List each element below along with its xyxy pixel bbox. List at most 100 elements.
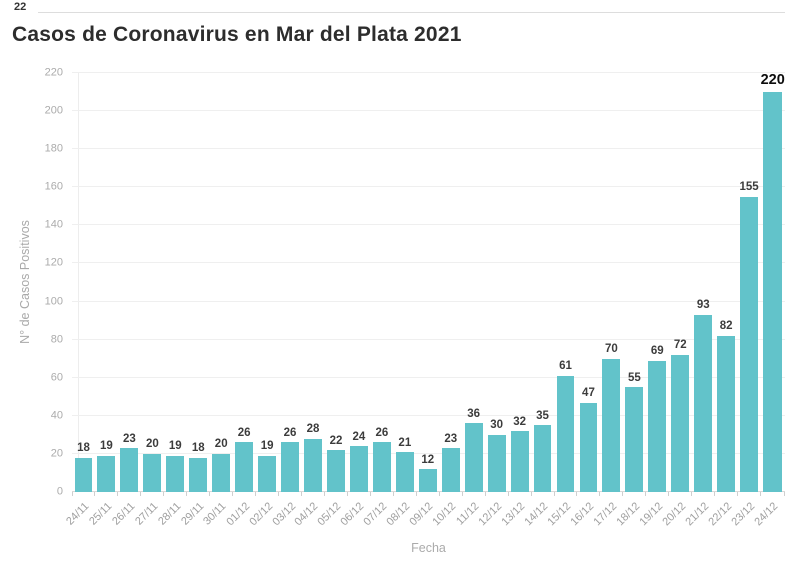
bar-slot: 69 19/12: [637, 73, 670, 528]
bar: [418, 469, 437, 492]
chart-title: Casos de Coronavirus en Mar del Plata 20…: [12, 23, 462, 46]
x-tick-label: 19/12: [637, 500, 666, 529]
x-tick-label: 24/11: [63, 500, 92, 528]
y-tick-label: 20: [50, 447, 63, 460]
bar: [602, 358, 621, 492]
bar: [258, 455, 277, 492]
x-tick-label: 22/12: [705, 500, 734, 529]
bar: [166, 455, 185, 492]
x-tick-label: 23/12: [728, 500, 757, 529]
bar: [717, 335, 736, 492]
bar: [487, 434, 506, 492]
bar-value-label: 61: [559, 360, 572, 373]
bar-slot: 24 06/12: [339, 73, 371, 528]
y-tick-label: 140: [44, 218, 63, 231]
bar-value-label: 220: [760, 72, 785, 88]
gridline: [72, 186, 785, 188]
bar-slot: 72 20/12: [660, 73, 693, 528]
bar: [395, 452, 414, 492]
bar: [212, 453, 231, 492]
bar-slot: 82 22/12: [706, 73, 739, 528]
top-left-number: 22: [14, 1, 27, 13]
bar: [143, 453, 162, 492]
x-axis-tick: [186, 492, 188, 496]
plot-area: 18 24/11 19 25/11 23 26/11 20 27/11 19 28/11 18 29/…: [45, 67, 786, 528]
bar-value-label: 22: [329, 434, 343, 447]
bars-layer: 18 24/11 19 25/11 23 26/11 20 27/11 19 28/11 18 29/…: [64, 72, 786, 528]
bar-slot: 22 05/12: [316, 73, 348, 528]
x-tick-label: 02/12: [246, 500, 275, 529]
x-axis-tick: [691, 492, 693, 496]
bar-slot: 93 21/12: [683, 73, 716, 528]
x-tick-label: 26/11: [109, 500, 138, 528]
x-tick-label: 03/12: [269, 500, 298, 529]
x-tick-label: 29/11: [178, 500, 207, 528]
x-axis-label: Fecha: [411, 541, 446, 555]
x-tick-label: 01/12: [223, 500, 252, 529]
bar-value-label: 19: [260, 440, 274, 453]
x-axis-tick: [645, 492, 647, 496]
bar: [556, 375, 575, 492]
bar-slot: 28 04/12: [293, 73, 325, 528]
y-tick-label: 60: [50, 371, 63, 384]
bar: [235, 442, 254, 492]
x-tick-label: 16/12: [568, 500, 597, 529]
x-axis-tick: [71, 492, 73, 496]
x-tick-label: 21/12: [683, 500, 711, 529]
bar-slot: 47 16/12: [568, 73, 601, 528]
top-divider-line: [38, 12, 785, 13]
bar-value-label: 69: [650, 345, 664, 358]
x-axis-tick: [369, 492, 371, 496]
x-axis-tick: [278, 492, 280, 496]
x-tick-label: 25/11: [86, 500, 115, 528]
bar-slot: 70 17/12: [591, 73, 624, 528]
x-axis-tick: [163, 492, 165, 496]
bar-value-label: 24: [352, 430, 366, 443]
bar: [349, 446, 368, 492]
bar: [97, 455, 116, 492]
y-tick-label: 160: [44, 180, 63, 193]
bar: [671, 354, 690, 492]
bar-value-label: 23: [122, 432, 136, 445]
gridline: [72, 414, 785, 416]
x-tick-label: 27/11: [132, 500, 161, 528]
x-axis-tick: [140, 492, 142, 496]
x-axis-tick: [461, 492, 463, 496]
x-tick-label: 09/12: [407, 500, 436, 529]
bar-slot: 18 24/11: [64, 73, 96, 528]
bar-slot: 19 28/11: [156, 73, 188, 528]
bar-slot: 20 27/11: [133, 73, 165, 528]
bar-slot: 19 25/11: [87, 73, 119, 528]
x-tick-label: 30/11: [201, 500, 229, 528]
bar-value-label: 32: [513, 415, 526, 428]
x-axis-tick: [323, 492, 325, 496]
x-axis-tick: [760, 492, 762, 496]
x-axis-tick: [784, 492, 786, 496]
x-axis-tick: [622, 492, 624, 496]
bar-slot: 19 02/12: [247, 73, 280, 528]
gridline: [72, 300, 785, 302]
x-axis-tick: [209, 492, 211, 496]
x-tick-label: 05/12: [315, 500, 344, 529]
x-tick-label: 10/12: [430, 500, 459, 529]
gridline: [72, 376, 785, 378]
bar-slot: 26 07/12: [362, 73, 394, 528]
x-tick-label: 11/12: [454, 500, 482, 528]
x-tick-label: 28/11: [155, 500, 184, 528]
bar-value-label: 70: [605, 343, 618, 356]
bar-value-label: 26: [237, 426, 251, 439]
gridline: [72, 72, 785, 73]
bar-value-label: 19: [100, 440, 113, 453]
bar-value-label: 35: [536, 409, 549, 422]
bar-slot: 155 23/12: [729, 73, 762, 528]
x-axis-tick: [392, 492, 394, 496]
bar-slot: 36 11/12: [454, 73, 486, 528]
gridline: [72, 262, 785, 264]
bar-value-label: 155: [739, 181, 759, 194]
x-tick-label: 12/12: [476, 500, 505, 529]
x-axis-tick: [576, 492, 578, 496]
bar: [372, 442, 391, 492]
y-axis-label: N° de Casos Positivos: [18, 220, 32, 344]
bar-value-label: 18: [191, 442, 205, 455]
